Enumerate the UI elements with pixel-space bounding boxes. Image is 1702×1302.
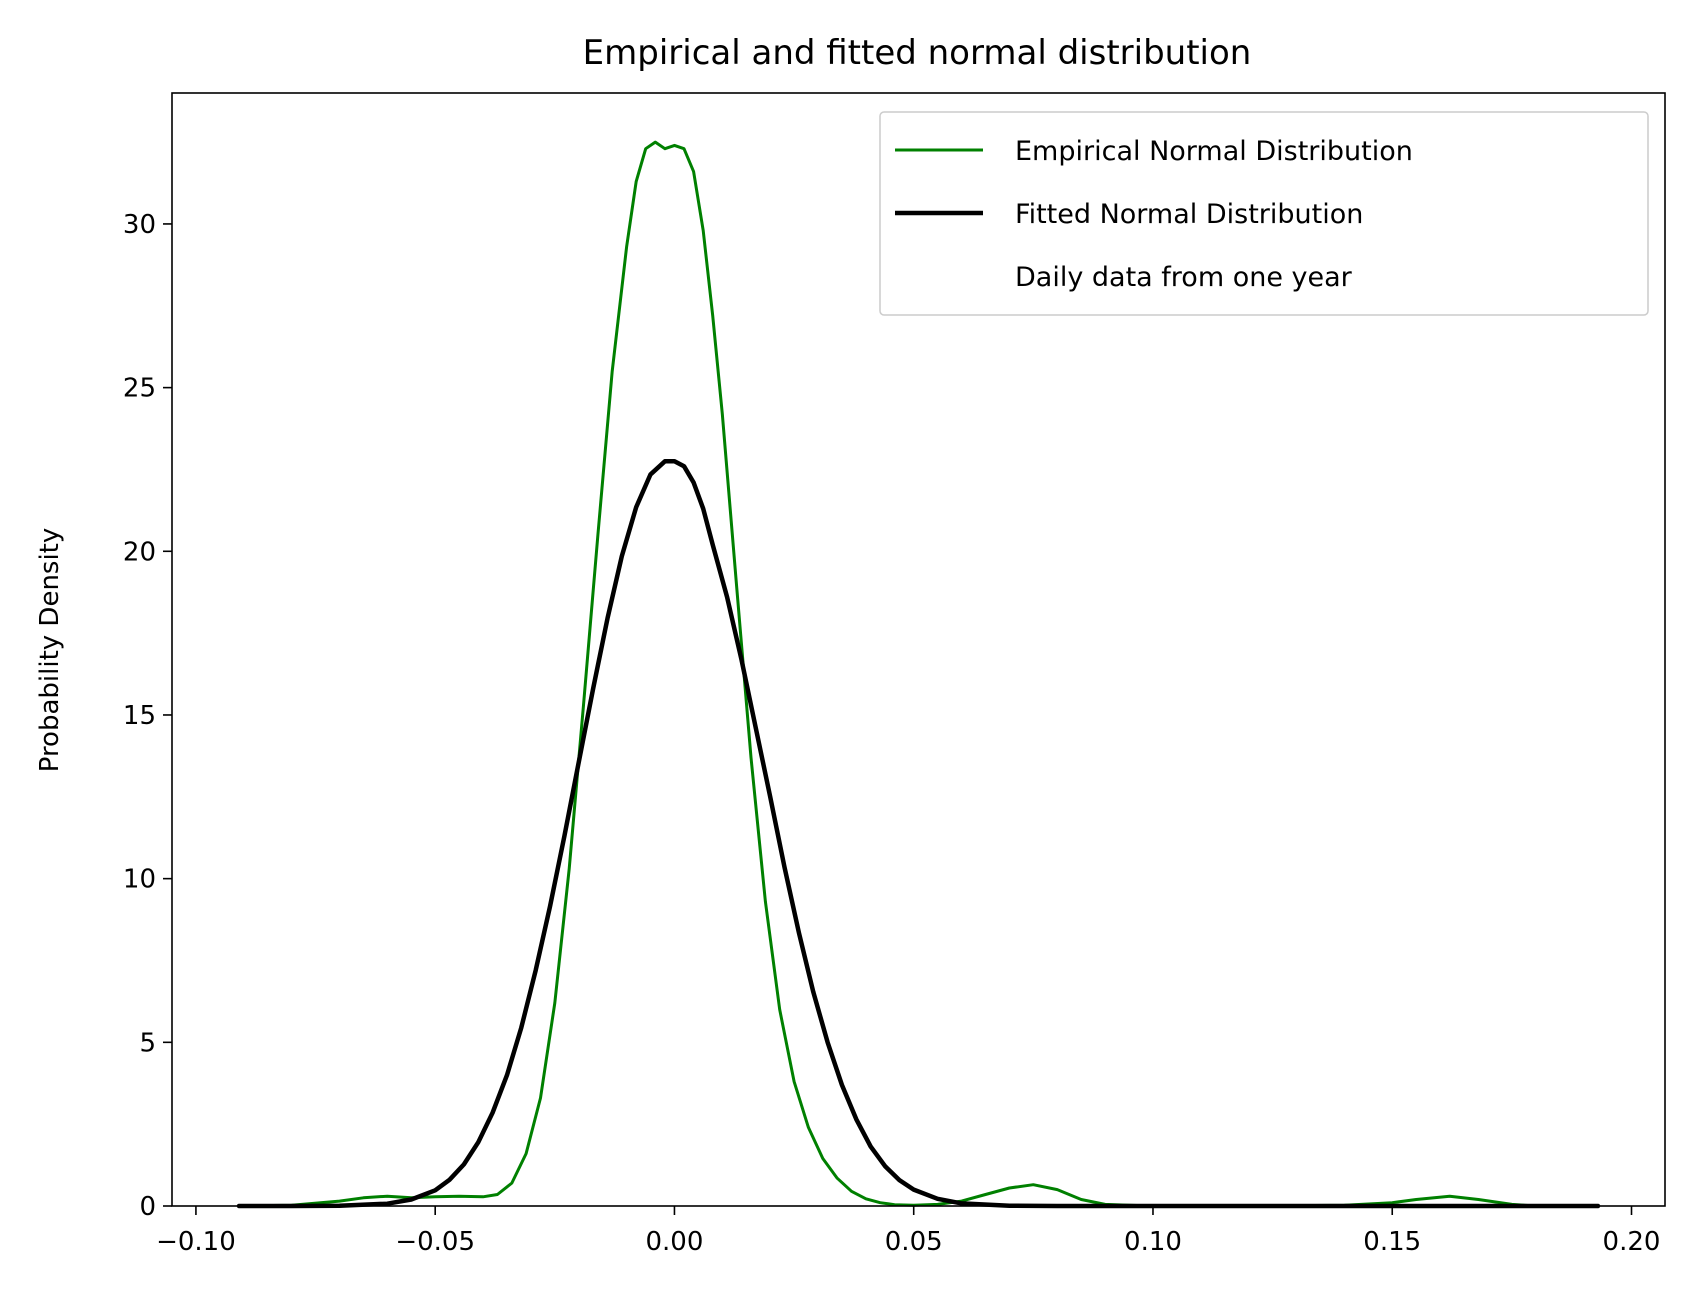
legend-label-fitted: Fitted Normal Distribution xyxy=(1015,199,1363,230)
series-layer xyxy=(236,140,1601,1209)
y-axis-label: Probability Density xyxy=(35,528,65,773)
y-tick-label: 5 xyxy=(139,1028,156,1058)
x-tick-label: 0.20 xyxy=(1603,1227,1661,1257)
x-axis: −0.10 −0.05 0.00 0.05 0.10 0.15 0.20 xyxy=(156,1206,1660,1257)
legend-label-note: Daily data from one year xyxy=(1015,262,1353,293)
y-tick-label: 0 xyxy=(139,1192,156,1222)
x-tick-label: 0.00 xyxy=(646,1227,704,1257)
y-axis: 0 5 10 15 20 25 30 xyxy=(123,210,172,1222)
legend: Empirical Normal Distribution Fitted Nor… xyxy=(879,111,1649,316)
x-tick-label: 0.05 xyxy=(885,1227,943,1257)
x-tick-label: −0.05 xyxy=(395,1227,475,1257)
y-tick-label: 20 xyxy=(123,537,156,567)
y-tick-label: 25 xyxy=(123,374,156,404)
x-tick-label: 0.10 xyxy=(1124,1227,1182,1257)
plot-frame xyxy=(171,92,1666,1207)
x-tick-label: 0.15 xyxy=(1363,1227,1421,1257)
y-tick-label: 10 xyxy=(123,865,156,895)
legend-label-empirical: Empirical Normal Distribution xyxy=(1015,136,1413,167)
y-tick-label: 15 xyxy=(123,701,156,731)
x-tick-label: −0.10 xyxy=(156,1227,236,1257)
legend-box xyxy=(879,111,1649,316)
chart-title: Empirical and fitted normal distribution xyxy=(583,33,1252,73)
series-line-fitted-normal-distribution xyxy=(236,459,1601,1209)
y-tick-label: 30 xyxy=(123,210,156,240)
